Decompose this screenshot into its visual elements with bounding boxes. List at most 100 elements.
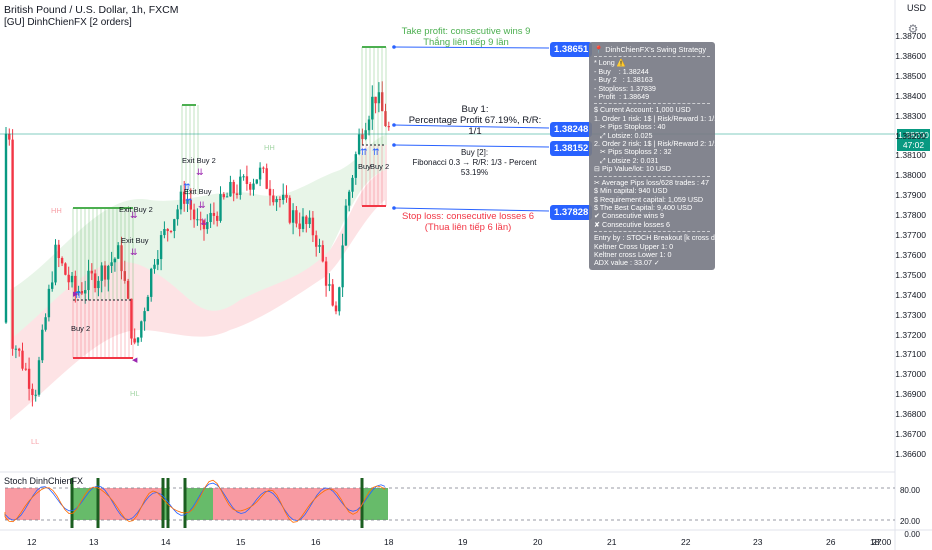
candle-body — [364, 130, 367, 140]
candle-body — [113, 258, 117, 263]
time-axis-label: 16 — [311, 537, 321, 547]
buy2-label-a: Buy 2 — [71, 324, 91, 333]
candle-body — [374, 96, 377, 104]
candle-body — [354, 154, 357, 178]
panel-line: $ Min capital: 940 USD — [594, 186, 668, 196]
time-axis-label: 12 — [27, 537, 37, 547]
pointer-icon: ▶ — [73, 291, 79, 298]
candle-body — [367, 119, 371, 131]
candle-body — [186, 199, 189, 204]
buy2-line-1: Buy [2]: — [460, 148, 489, 157]
candle-body — [18, 348, 21, 351]
time-axis-label: 26 — [826, 537, 836, 547]
stoch-indicator-title[interactable]: Stoch DinhChienFX — [4, 476, 84, 486]
candle-body — [249, 183, 252, 190]
candle-body — [140, 321, 143, 338]
stop-loss-annotation: Stop loss: consecutive losses 6 (Thua li… — [398, 211, 538, 233]
currency-button[interactable]: USD — [906, 3, 926, 13]
stoch-zone — [213, 488, 362, 520]
buy2-label-c: Buy 2 — [370, 162, 390, 171]
candle-body — [278, 199, 282, 201]
candle-body — [8, 133, 11, 140]
exit-buy-2-label-a: Exit Buy 2 — [119, 205, 153, 214]
candle-body — [252, 183, 255, 190]
candle-body — [384, 111, 387, 127]
panel-line: ✂ Pips Stoploss 2 : 32 — [594, 147, 672, 157]
exit-buy-label-b: Exit Buy — [184, 187, 212, 196]
current-price-value: 1.38200 — [898, 130, 929, 140]
candle-body — [103, 265, 107, 280]
buy2-price-tag[interactable]: 1.38152 — [550, 141, 593, 156]
candle-body — [334, 305, 338, 312]
candle-body — [275, 199, 278, 203]
buy1-price-tag[interactable]: 1.38248 — [550, 122, 593, 137]
candle-body — [107, 265, 110, 280]
candle-body — [183, 191, 186, 204]
candle-body — [37, 360, 41, 395]
candle-body — [202, 220, 206, 230]
exit-arrow-icon: ⇊ — [200, 218, 208, 228]
panel-line: ✔ Consecutive wins 9 — [594, 211, 664, 221]
stop-loss-price-tag[interactable]: 1.37828 — [550, 205, 593, 220]
stoch-d-line — [4, 479, 386, 523]
hh-label-a: HH — [51, 206, 62, 215]
price-axis-label: 1.36600 — [895, 448, 926, 459]
candle-body — [268, 188, 272, 196]
panel-line: Keltner Cross Upper 1: 0 — [594, 241, 674, 251]
buy2-line-2: Fibonacci 0.3 → R/R: 1/3 - Percent 53.19… — [412, 158, 537, 177]
candle-body — [57, 244, 60, 259]
candle-body — [84, 290, 87, 294]
time-axis-label: 21 — [607, 537, 617, 547]
price-axis-label: 1.37300 — [895, 309, 926, 320]
candle-body — [176, 209, 179, 220]
buy1-line-1: Buy 1: — [461, 104, 489, 115]
strategy-info-panel: 📍 DinhChienFX's Swing Strategy * Long ⚠️… — [589, 42, 724, 270]
candle-body — [47, 288, 51, 318]
take-profit-price-tag[interactable]: 1.38651 — [550, 42, 593, 57]
candle-body — [242, 176, 245, 178]
candle-body — [93, 273, 97, 289]
buy-arrow-icon: ⇈ — [372, 148, 380, 158]
exit-arrow-icon: ⇊ — [198, 201, 206, 211]
hh-label-b: HH — [264, 143, 275, 152]
candle-body — [150, 268, 153, 297]
candle-body — [331, 284, 334, 306]
candle-body — [357, 134, 361, 155]
time-axis-label: 23 — [753, 537, 763, 547]
gear-icon[interactable]: ⚙ — [907, 22, 919, 36]
candle-body — [117, 245, 120, 259]
buy-arrow-icon: ⇈ — [185, 198, 193, 208]
candle-body — [321, 245, 324, 262]
time-axis-label: 14 — [161, 537, 171, 547]
candle-body — [21, 350, 24, 369]
price-axis-label: 1.38400 — [895, 90, 926, 101]
price-axis-label: 1.37000 — [895, 369, 926, 380]
candle-body — [54, 244, 57, 283]
take-profit-line-2: Thắng liên tiếp 9 lần — [423, 37, 509, 48]
candle-body — [156, 259, 159, 265]
candle-body — [371, 96, 374, 120]
panel-title: 📍 DinhChienFX's Swing Strategy — [594, 45, 710, 54]
candle-body — [31, 388, 34, 396]
candle-body — [245, 176, 249, 184]
candle-body — [216, 215, 219, 221]
time-axis-label: 27 — [872, 537, 882, 547]
candle-body — [169, 230, 173, 232]
panel-title-text: DinhChienFX's Swing Strategy — [605, 45, 707, 54]
candle-body — [262, 167, 265, 169]
buy-arrow-icon: ⇈ — [74, 291, 82, 301]
candle-body — [301, 216, 305, 229]
stoch-k-line — [4, 482, 386, 522]
candle-body — [143, 311, 146, 322]
candle-body — [318, 245, 321, 247]
stop-loss-line-1: Stop loss: consecutive losses 6 — [401, 211, 534, 222]
buy2-annotation: Buy [2]: Fibonacci 0.3 → R/R: 1/3 - Perc… — [402, 148, 547, 178]
time-axis-label: 18:00 — [870, 537, 892, 547]
candle-body — [110, 262, 113, 266]
price-axis-label: 1.38700 — [895, 31, 926, 41]
time-axis-label: 18 — [384, 537, 394, 547]
candle-body — [189, 199, 192, 210]
panel-line: Keltner cross Lower 1: 0 — [594, 249, 672, 259]
candle-body — [361, 134, 364, 140]
